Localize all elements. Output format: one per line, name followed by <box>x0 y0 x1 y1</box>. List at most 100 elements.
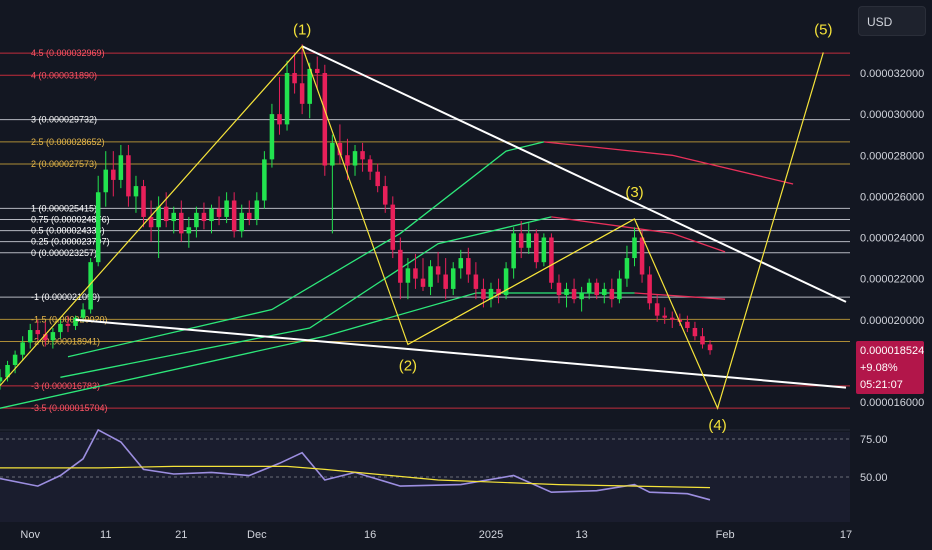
candle-body <box>617 278 622 300</box>
candle-body <box>579 293 584 300</box>
candle-body <box>209 208 214 222</box>
candle-body <box>12 354 18 365</box>
candle-body <box>594 282 599 296</box>
time-axis-tick: Feb <box>716 529 735 541</box>
fib-level-label: -2 (0.000018941) <box>31 337 100 347</box>
price-axis-tick: 0.000016000 <box>860 397 924 409</box>
candle-body <box>609 288 615 300</box>
price-axis-tick: 0.000032000 <box>860 68 924 80</box>
candle-body <box>654 303 660 316</box>
candle-body <box>171 212 176 222</box>
candle-body <box>632 237 637 259</box>
fib-level-label: -1.5 (0.000020020) <box>31 314 108 324</box>
candle-body <box>126 155 131 197</box>
candle-body <box>141 186 146 217</box>
fib-level-label: -3.5 (0.000015704) <box>31 403 108 413</box>
candle-body <box>337 142 343 156</box>
trendline <box>75 318 847 389</box>
price-axis-tick: 0.000028000 <box>860 150 924 162</box>
fib-level-label: -3 (0.000016783) <box>31 381 100 391</box>
candle-body <box>685 321 690 328</box>
wave-label: (3) <box>625 184 643 201</box>
candle-body <box>488 288 494 300</box>
trendline <box>301 45 847 303</box>
candle-body <box>413 268 418 279</box>
fib-level-label: 0 (0.000023257) <box>31 248 97 258</box>
candle-body <box>458 258 464 269</box>
candle-body <box>692 327 698 337</box>
price-axis-tick: 0.000020000 <box>860 315 924 327</box>
candle-body <box>284 73 290 125</box>
price-axis-tick: 0.000024000 <box>860 233 924 245</box>
candle-body <box>398 249 403 283</box>
candle-body <box>382 186 388 205</box>
candle-body <box>307 68 312 104</box>
fib-level-label: 2.5 (0.000028652) <box>31 137 105 147</box>
candle-body <box>322 73 328 166</box>
candle-body <box>239 212 244 232</box>
candle-body <box>473 274 479 289</box>
time-axis-tick: 2025 <box>479 529 503 541</box>
candle-body <box>405 268 411 283</box>
candle-body <box>43 334 48 341</box>
candle-body <box>88 262 93 310</box>
wave-channel-line <box>407 218 635 345</box>
candle-body <box>428 266 433 287</box>
candle-body <box>277 114 282 125</box>
candle-body <box>564 288 569 296</box>
current-price: 0.000018524 <box>860 345 925 357</box>
candle-body <box>390 204 396 250</box>
candle-body <box>292 73 297 84</box>
candle-body <box>5 364 10 378</box>
candle-body <box>231 200 237 232</box>
candle-body <box>571 288 577 300</box>
candle-body <box>556 282 562 296</box>
candle-body <box>179 212 184 234</box>
fib-level-label: -1 (0.000021099) <box>31 292 100 302</box>
candle-body <box>262 159 267 201</box>
candle-body <box>602 288 607 296</box>
candle-body <box>269 114 275 160</box>
candle-body <box>58 323 63 333</box>
candle-body <box>443 274 448 289</box>
candle-body <box>450 268 456 289</box>
candle-body <box>360 151 365 160</box>
candle-body <box>216 208 222 217</box>
candle-body <box>330 142 335 166</box>
time-axis-tick: 21 <box>175 529 187 541</box>
candle-body <box>50 332 56 341</box>
candle-body <box>466 258 471 275</box>
candle-body <box>95 192 101 263</box>
candle-body <box>314 68 320 73</box>
candle-body <box>163 206 169 222</box>
time-axis-tick: 17 <box>840 529 852 541</box>
candle-body <box>481 288 486 300</box>
candle-body <box>526 233 532 248</box>
candle-body <box>662 315 667 318</box>
candle-body <box>496 288 501 296</box>
wave-label: (5) <box>814 21 832 38</box>
candle-body <box>586 282 592 294</box>
candle-body <box>247 212 252 219</box>
rsi-line <box>0 428 711 501</box>
candle-body <box>518 233 524 248</box>
fib-level-label: 4 (0.000031890) <box>31 70 97 80</box>
candle-body <box>73 317 78 326</box>
fib-level-label: 0.75 (0.000024876) <box>31 214 110 224</box>
candle-body <box>103 169 109 193</box>
currency-button[interactable]: USD <box>858 6 926 36</box>
fib-level-label: 2 (0.000027573) <box>31 159 97 169</box>
price-axis-tick: 0.000026000 <box>860 191 924 203</box>
candle-body <box>133 186 139 197</box>
candle-body <box>299 83 305 104</box>
moving-average-line <box>60 216 552 378</box>
candle-body <box>254 200 260 219</box>
current-price-tag: 0.000018524 +9.08% 05:21:07 <box>856 341 924 394</box>
candle-body <box>420 278 426 287</box>
price-axis-tick: 0.000030000 <box>860 109 924 121</box>
candle-body <box>639 237 645 275</box>
candle-body <box>27 330 33 343</box>
time-axis-tick: Dec <box>247 529 267 541</box>
candle-body <box>0 377 3 382</box>
